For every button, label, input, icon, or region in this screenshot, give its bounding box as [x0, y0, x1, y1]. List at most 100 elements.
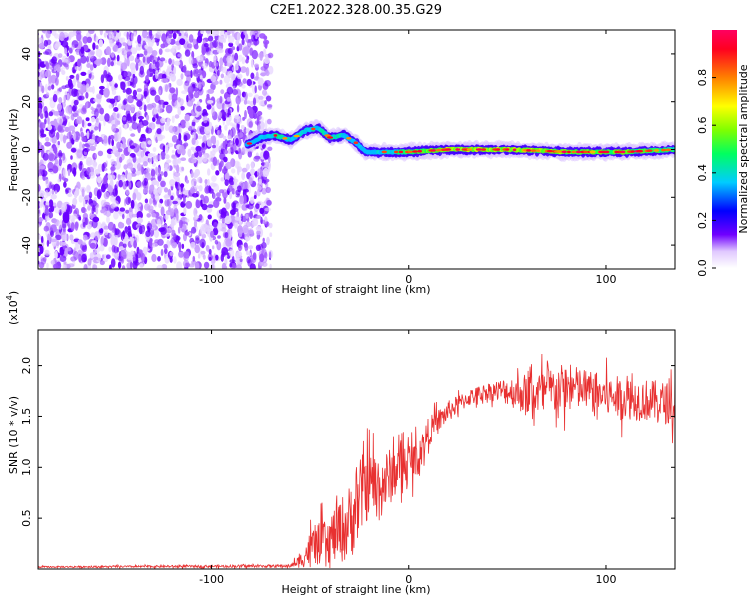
noise-speck — [59, 240, 63, 247]
noise-speck — [93, 231, 101, 241]
noise-speck — [127, 94, 134, 104]
noise-speck — [106, 74, 113, 82]
noise-speck — [199, 126, 206, 135]
noise-speck — [238, 244, 242, 252]
noise-speck — [259, 253, 265, 263]
noise-speck — [113, 246, 118, 254]
noise-speck — [262, 89, 267, 96]
noise-speck — [220, 253, 224, 262]
noise-speck — [117, 135, 122, 144]
noise-speck — [161, 78, 169, 83]
noise-speck — [192, 255, 196, 262]
signal-core — [481, 148, 487, 151]
noise-speck — [217, 115, 221, 123]
noise-speck — [221, 247, 229, 256]
noise-speck — [194, 262, 200, 269]
noise-speck — [130, 199, 135, 209]
noise-speck — [267, 146, 273, 151]
noise-speck — [42, 152, 49, 161]
spectrogram-panel: -100 0 100 -40 -20 0 20 40 Height of straight l… — [7, 29, 676, 296]
noise-speck — [143, 177, 148, 186]
noise-speck — [124, 44, 128, 51]
noise-speck — [260, 66, 267, 71]
noise-speck — [264, 41, 268, 49]
noise-speck — [136, 181, 143, 188]
noise-speck — [211, 175, 217, 183]
noise-speck — [191, 137, 196, 145]
noise-speck — [265, 186, 271, 194]
noise-speck — [46, 239, 50, 247]
noise-speck — [86, 130, 90, 140]
noise-speck — [110, 195, 115, 202]
noise-speck — [242, 225, 249, 234]
noise-speck — [204, 179, 208, 184]
noise-speck — [132, 192, 137, 201]
noise-speck — [166, 227, 172, 234]
noise-speck — [89, 212, 95, 220]
noise-speck — [35, 202, 37, 207]
noise-speck — [40, 144, 45, 154]
noise-speck — [122, 265, 126, 269]
snr-xtick-label: 0 — [405, 573, 412, 586]
snr-multiplier-close: ) — [7, 291, 20, 295]
noise-speck — [251, 254, 257, 264]
noise-speck — [161, 33, 167, 43]
noise-speck — [226, 55, 233, 64]
noise-speck — [95, 35, 99, 43]
signal-core — [432, 149, 436, 152]
noise-speck — [112, 188, 118, 197]
noise-speck — [145, 230, 151, 238]
noise-speck — [38, 209, 41, 214]
noise-speck — [146, 68, 154, 78]
noise-speck — [246, 78, 252, 87]
noise-speck — [72, 69, 76, 74]
noise-speck — [184, 70, 192, 77]
noise-speck — [114, 30, 117, 35]
noise-speck — [156, 154, 160, 161]
colorbar-tick-label: 0.4 — [696, 164, 709, 182]
noise-speck — [180, 157, 187, 161]
noise-speck — [241, 171, 246, 181]
noise-speck — [171, 149, 175, 154]
noise-speck — [202, 154, 208, 163]
noise-speck — [153, 229, 160, 238]
noise-speck — [123, 50, 128, 55]
noise-speck — [193, 70, 199, 77]
noise-speck — [103, 88, 110, 98]
noise-speck — [207, 88, 215, 94]
noise-speck — [199, 178, 203, 184]
noise-speck — [255, 226, 262, 232]
noise-speck — [44, 110, 49, 119]
noise-speck — [123, 235, 130, 243]
noise-speck — [106, 216, 110, 224]
noise-speck — [190, 186, 195, 194]
noise-speck — [78, 104, 84, 108]
noise-speck — [91, 219, 98, 229]
noise-speck — [224, 215, 232, 225]
snr-ylabel: SNR (10 * v/v) — [7, 396, 20, 474]
signal-core — [589, 150, 596, 154]
noise-speck — [259, 33, 266, 39]
noise-speck — [116, 54, 120, 62]
noise-speck — [82, 143, 85, 149]
signal-core — [621, 150, 626, 154]
noise-speck — [144, 198, 149, 204]
noise-speck — [41, 96, 45, 102]
noise-speck — [200, 227, 206, 235]
noise-speck — [44, 141, 52, 147]
noise-speck — [242, 181, 250, 190]
noise-speck — [157, 255, 161, 262]
noise-speck — [60, 231, 66, 235]
noise-speck — [111, 226, 116, 233]
noise-speck — [95, 207, 99, 215]
noise-speck — [147, 153, 154, 157]
noise-speck — [113, 211, 119, 220]
noise-speck — [213, 221, 218, 229]
noise-speck — [223, 149, 229, 155]
noise-speck — [146, 213, 151, 218]
noise-speck — [72, 113, 79, 118]
noise-speck — [143, 104, 147, 112]
noise-speck — [80, 131, 84, 138]
noise-speck — [68, 125, 76, 131]
noise-speck — [136, 100, 143, 107]
